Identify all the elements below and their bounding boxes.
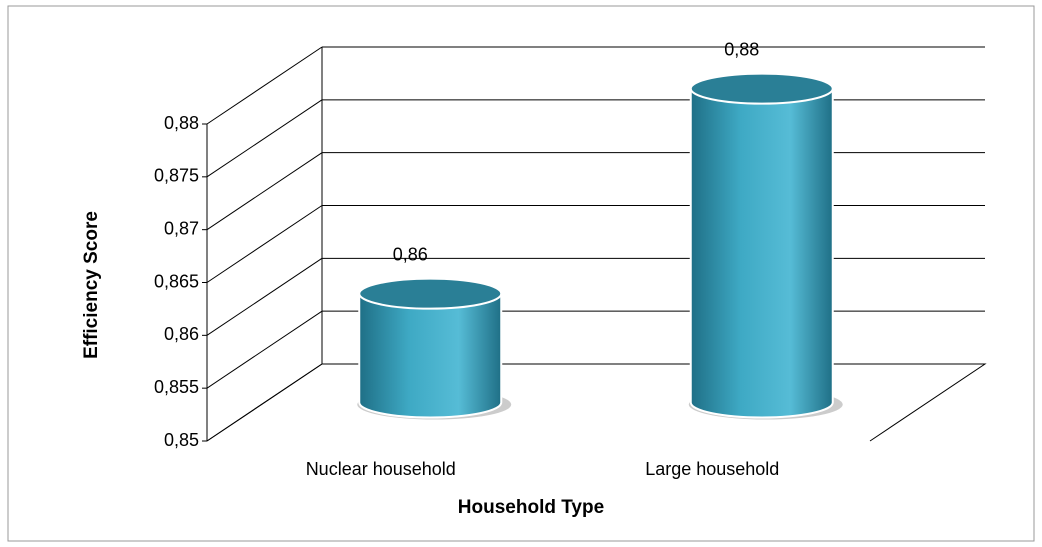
grid-line	[206, 46, 323, 125]
y-tick-label: 0,855	[154, 377, 199, 397]
y-tick-label: 0,86	[164, 324, 199, 344]
grid-line	[206, 310, 323, 389]
grid-line	[206, 99, 323, 178]
grid-line	[206, 363, 323, 442]
grid-line	[206, 205, 323, 283]
x-tick-label: Nuclear household	[306, 459, 456, 479]
y-tick-label: 0,87	[164, 218, 199, 238]
data-label: 0,86	[393, 244, 428, 264]
y-tick-label: 0,85	[164, 430, 199, 450]
bar	[689, 87, 834, 419]
grid-line	[206, 257, 323, 336]
bar	[358, 292, 503, 419]
x-tick-label: Large household	[645, 459, 779, 479]
bar-top	[358, 277, 503, 310]
bar-top	[689, 72, 834, 105]
grid-line	[206, 152, 323, 231]
y-tick-label: 0,865	[154, 271, 199, 291]
data-label: 0,88	[724, 39, 759, 59]
y-tick-label: 0,875	[154, 166, 199, 186]
y-axis-title: Efficiency Score	[81, 211, 102, 359]
y-tick-label: 0,88	[164, 113, 199, 133]
x-axis-title: Household Type	[458, 497, 604, 518]
chart-border	[7, 5, 1035, 542]
